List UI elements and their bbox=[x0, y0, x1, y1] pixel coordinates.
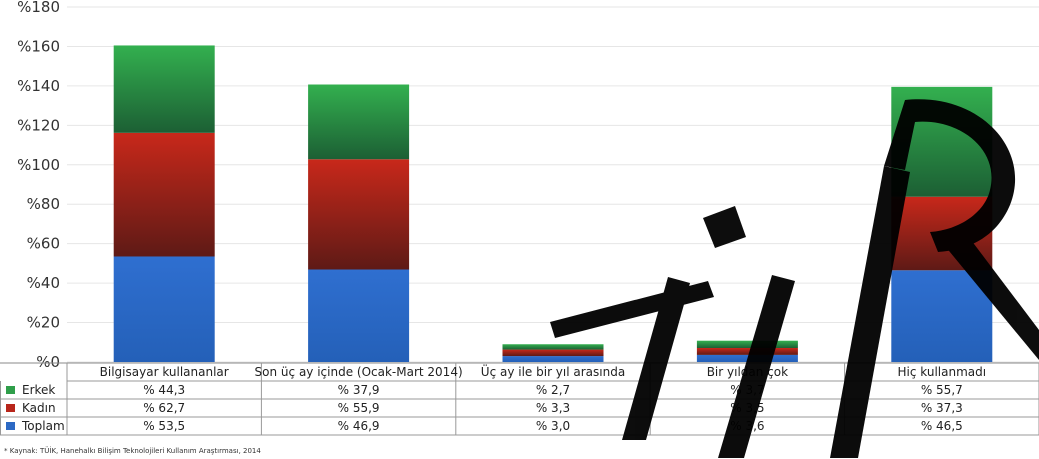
y-tick-label: %40 bbox=[27, 274, 60, 292]
legend-swatch-kadın bbox=[6, 404, 15, 412]
data-cell: % 46,9 bbox=[338, 419, 380, 433]
data-cell: % 3,0 bbox=[536, 419, 570, 433]
gridlines bbox=[67, 6, 1039, 363]
y-tick-label: %60 bbox=[27, 235, 60, 253]
bar-kadın bbox=[308, 159, 410, 270]
bar-kadın bbox=[113, 132, 215, 257]
data-cell: % 46,5 bbox=[921, 419, 963, 433]
data-cell: % 55,9 bbox=[338, 401, 380, 415]
data-table: Bilgisayar kullananlar Son üç ay içinde (… bbox=[0, 362, 1039, 436]
data-cell: % 37,9 bbox=[338, 383, 380, 397]
data-cell: % 44,3 bbox=[143, 383, 185, 397]
bar-toplam bbox=[502, 356, 604, 362]
legend-swatch-erkek bbox=[6, 386, 15, 394]
bar-kadın bbox=[696, 347, 798, 355]
bar-toplam bbox=[113, 256, 215, 362]
y-tick-label: %140 bbox=[17, 77, 60, 95]
data-cell: % 2,7 bbox=[536, 383, 570, 397]
y-tick-label: %80 bbox=[27, 195, 60, 213]
y-tick-label: %20 bbox=[27, 314, 60, 332]
y-tick-label: %0 bbox=[36, 353, 60, 371]
bar-kadın bbox=[502, 349, 604, 357]
legend-label: Kadın bbox=[22, 401, 56, 415]
legend-label: Toplam bbox=[21, 419, 65, 433]
bar-erkek bbox=[696, 340, 798, 348]
bar-toplam bbox=[308, 269, 410, 362]
source-note: * Kaynak: TÜİK, Hanehalkı Bilişim Teknol… bbox=[4, 446, 261, 455]
y-tick-label: %180 bbox=[17, 0, 60, 16]
data-cell: % 53,5 bbox=[143, 419, 185, 433]
bar-erkek bbox=[113, 45, 215, 133]
category-label: Bilgisayar kullananlar bbox=[100, 365, 229, 379]
bars bbox=[113, 45, 993, 362]
data-cell: % 37,3 bbox=[921, 401, 963, 415]
y-tick-label: %120 bbox=[17, 116, 60, 134]
legend-swatch-toplam bbox=[6, 422, 15, 430]
bar-erkek bbox=[308, 84, 410, 160]
data-cell: % 3,3 bbox=[536, 401, 570, 415]
y-tick-label: %160 bbox=[17, 37, 60, 55]
data-cell: % 62,7 bbox=[143, 401, 185, 415]
category-label: Son üç ay içinde (Ocak-Mart 2014) bbox=[255, 365, 463, 379]
data-cell: % 55,7 bbox=[921, 383, 963, 397]
watermark-logo bbox=[550, 99, 1039, 458]
y-tick-label: %100 bbox=[17, 156, 60, 174]
bar-erkek bbox=[502, 344, 604, 350]
category-label: Üç ay ile bir yıl arasında bbox=[481, 363, 625, 379]
legend-label: Erkek bbox=[22, 383, 55, 397]
bar-toplam bbox=[891, 270, 993, 362]
y-axis: %0 %20 %40 %60 %80 %100 %120 %140 %160 %180 bbox=[17, 0, 60, 371]
category-label: Hiç kullanmadı bbox=[898, 365, 987, 379]
